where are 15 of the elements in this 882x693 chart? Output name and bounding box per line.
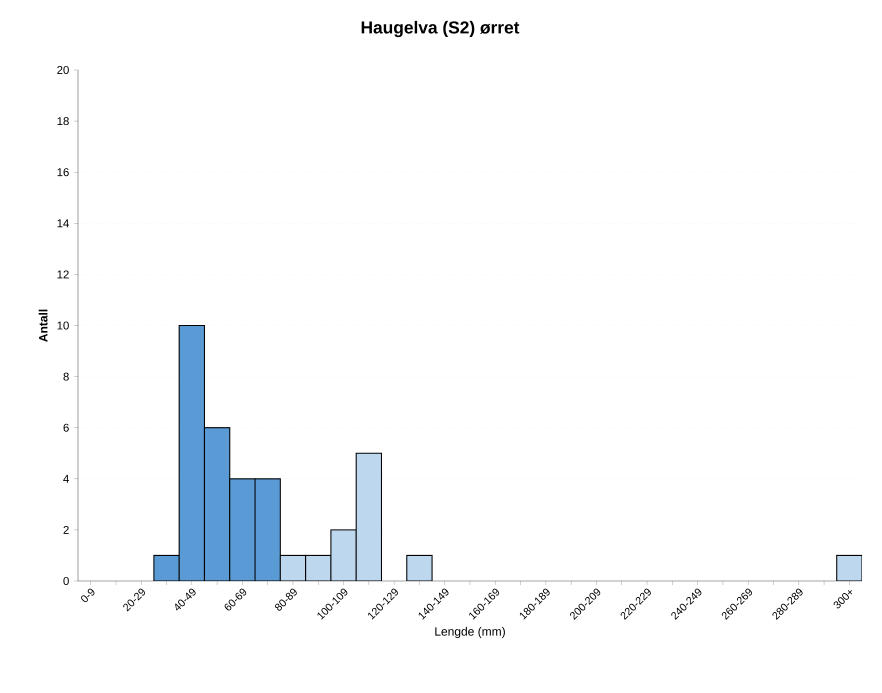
y-tick-label: 12 (58, 270, 69, 278)
y-tick-label: 4 (63, 474, 69, 483)
y-tick-label: 20 (57, 66, 69, 74)
y-tick-label: 8 (63, 372, 69, 381)
x-tick-label: 0-9 (81, 588, 94, 602)
y-tick-label: 10 (58, 321, 69, 330)
x-axis-title: Lengde (mm) (435, 626, 505, 638)
y-tick-label: 18 (58, 117, 69, 126)
y-tick-label: 16 (58, 168, 69, 176)
y-axis-title: Antall (38, 310, 48, 342)
chart-title: Haugelva (S2) ørret (362, 20, 520, 38)
y-tick-label: 0 (63, 576, 69, 586)
y-tick-label: 6 (64, 424, 69, 432)
y-tick-label: 14 (58, 219, 69, 228)
y-tick-label: 2 (64, 526, 69, 534)
